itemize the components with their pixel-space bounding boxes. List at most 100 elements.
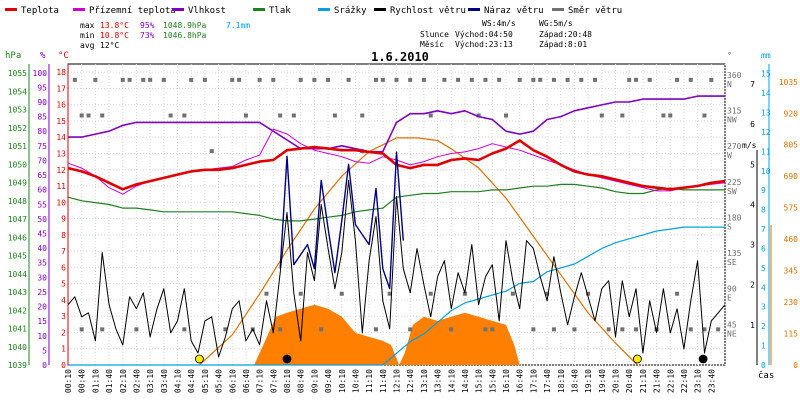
pressure-tick: 1039	[8, 361, 27, 370]
wind-direction-point	[278, 327, 283, 332]
pressure-tick: 1051	[8, 142, 27, 151]
x-tick: 02:40	[132, 369, 141, 393]
x-tick: 00:10	[64, 369, 73, 393]
temperature-tick: 13	[56, 149, 66, 158]
wind-direction-point	[599, 113, 604, 118]
humidity-tick: 0	[42, 361, 47, 370]
wind-direction-point	[469, 77, 474, 82]
wind-direction-point	[223, 327, 228, 332]
wind-direction-point	[72, 77, 77, 82]
wind-gust-info: WG:5m/s	[539, 19, 573, 28]
x-tick: 05:40	[215, 369, 224, 393]
solar-tick: 345	[784, 267, 799, 276]
wind-direction-point	[456, 77, 461, 82]
wind-tick: 5	[750, 160, 755, 169]
direction-tick-deg: 315	[727, 106, 742, 115]
pressure-tick: 1042	[8, 306, 27, 315]
humidity-tick: 60	[37, 186, 47, 195]
pressure-tick: 1048	[8, 197, 27, 206]
humidity-tick: 10	[37, 332, 47, 341]
pressure-tick: 1044	[8, 270, 27, 279]
wind-direction-point	[326, 77, 331, 82]
humidity-tick: 95	[37, 83, 47, 92]
wind-direction-point	[373, 327, 378, 332]
wind-direction-point	[141, 77, 146, 82]
legend-swatch	[253, 8, 265, 11]
wind-direction-point	[565, 77, 570, 82]
x-tick: 17:40	[543, 369, 552, 393]
wind-direction-point	[442, 77, 447, 82]
wind-direction-point	[531, 77, 536, 82]
humidity-tick: 5	[42, 346, 47, 355]
wind-tick: 4	[750, 200, 755, 209]
x-tick: 18:40	[570, 369, 579, 393]
temperature-tick: 11	[56, 182, 66, 191]
stat-label: avg	[80, 41, 95, 50]
legend-swatch	[468, 8, 480, 11]
humidity-tick: 30	[37, 273, 47, 282]
humidity-axis-unit: %	[40, 51, 46, 61]
legend-label: Tlak	[269, 6, 291, 16]
moon-marker	[282, 354, 292, 364]
x-tick: 06:40	[242, 369, 251, 393]
wind-direction-point	[668, 113, 673, 118]
sun-marker	[633, 354, 642, 364]
wind-direction-point	[257, 77, 262, 82]
x-tick: 15:10	[475, 369, 484, 393]
legend-label: Směr větru	[568, 6, 622, 16]
wind-direction-point	[709, 77, 714, 82]
wind-direction-point	[86, 113, 91, 118]
wind-direction-point	[702, 327, 707, 332]
wind-direction-point	[79, 113, 84, 118]
wind-direction-point	[716, 327, 721, 332]
legend-label: Teplota	[21, 6, 59, 16]
legend-swatch	[374, 8, 386, 11]
legend-label: Přízemní teplota	[89, 6, 176, 16]
solar-line	[198, 137, 638, 366]
x-tick: 17:10	[529, 369, 538, 393]
x-tick: 18:10	[557, 369, 566, 393]
pressure-tick: 1055	[8, 69, 27, 78]
wind-direction-point	[134, 327, 139, 332]
axes: hPa% °C1039104010411042104310441045104610…	[5, 51, 798, 393]
wind-direction-point	[298, 77, 303, 82]
wind-direction-point	[319, 327, 324, 332]
x-tick: 16:40	[516, 369, 525, 393]
x-tick: 20:10	[612, 369, 621, 393]
solar-tick: 0	[793, 361, 798, 370]
wind-direction-point	[291, 113, 296, 118]
sun-rise: Východ:04:50	[455, 30, 513, 39]
humidity-tick: 35	[37, 259, 47, 268]
wind-direction-point	[551, 77, 556, 82]
legend-label: Rychlost větru	[390, 6, 466, 16]
x-tick: 02:10	[119, 369, 128, 393]
temperature-tick: 0	[61, 361, 66, 370]
rain-tick: 0	[761, 361, 766, 370]
temperature-tick: 2	[61, 328, 66, 337]
wind-direction-point	[127, 77, 132, 82]
x-tick: 10:40	[351, 369, 360, 393]
temperature-tick: 1	[61, 345, 66, 354]
humidity-tick: 65	[37, 171, 47, 180]
direction-tick-deg: 360	[727, 71, 742, 80]
wind-direction-point	[620, 113, 625, 118]
direction-tick-deg: 180	[727, 213, 742, 222]
x-tick: 13:40	[434, 369, 443, 393]
wind-direction-point	[298, 291, 303, 296]
rain-rate-area	[254, 304, 520, 365]
wind-tick: 1	[750, 321, 755, 330]
wind-direction-point	[120, 77, 125, 82]
moon-set: Západ:8:01	[539, 40, 587, 49]
temperature-tick: 18	[56, 68, 66, 77]
direction-tick-dir: S	[727, 222, 732, 231]
x-tick: 22:10	[666, 369, 675, 393]
solar-tick: 115	[784, 330, 799, 339]
temperature-tick: 14	[56, 133, 66, 142]
wind-direction-point	[230, 77, 235, 82]
pressure-tick: 1041	[8, 325, 27, 334]
wind-direction-point	[346, 77, 351, 82]
x-tick: 09:10	[310, 369, 319, 393]
x-axis-label: čas	[758, 370, 774, 381]
x-tick: 06:10	[228, 369, 237, 393]
wind-direction-point	[551, 327, 556, 332]
